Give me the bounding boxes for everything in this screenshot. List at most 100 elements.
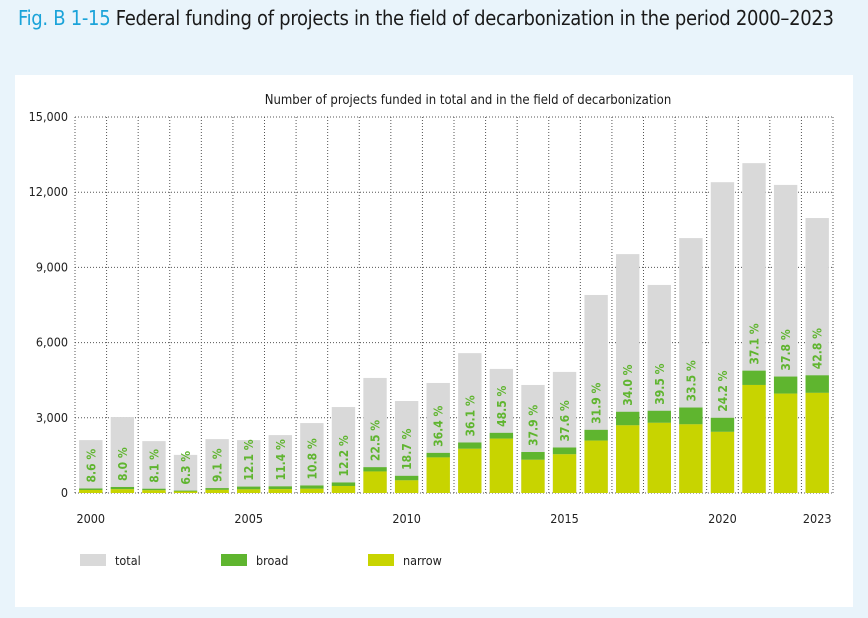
bar-broad — [142, 488, 166, 491]
bar-broad — [805, 375, 829, 393]
bar-broad — [363, 467, 387, 472]
bar-narrow — [79, 489, 103, 493]
y-tick-label: 6,000 — [36, 335, 68, 350]
bar-narrow — [268, 489, 292, 493]
legend: total broad narrow — [80, 553, 442, 568]
bar-broad — [552, 447, 577, 455]
data-label: 18.7 % — [400, 428, 414, 469]
bar-broad — [205, 488, 229, 490]
bar-broad — [458, 442, 482, 449]
bar-narrow — [584, 440, 608, 493]
y-axis-ticks: 0 3,000 6,000 9,000 12,000 15,000 — [29, 109, 68, 500]
bar-broad — [300, 485, 324, 489]
data-label: 9.1 % — [211, 448, 225, 482]
gridlines — [74, 116, 834, 494]
data-label: 48.5 % — [495, 385, 509, 426]
data-label: 37.9 % — [526, 405, 540, 446]
legend-swatch-broad — [221, 554, 247, 566]
y-tick-label: 0 — [61, 485, 68, 500]
bar-total — [268, 435, 292, 493]
bar-narrow — [300, 488, 324, 493]
bar-narrow — [363, 471, 387, 493]
chart-panel: Number of projects funded in total and i… — [15, 75, 853, 607]
legend-label-broad: broad — [256, 553, 288, 568]
bar-broad — [394, 475, 419, 481]
bar-narrow — [426, 457, 450, 493]
data-label: 22.5 % — [369, 420, 383, 461]
data-label: 24.2 % — [716, 370, 730, 411]
bar-total — [363, 377, 387, 493]
bar-broad — [679, 407, 703, 425]
bar-narrow — [458, 448, 482, 493]
bar-narrow — [773, 393, 798, 493]
bar-narrow — [205, 489, 229, 493]
bar-broad — [489, 432, 514, 439]
data-label: 36.1 % — [463, 395, 477, 436]
data-label: 8.6 % — [84, 449, 98, 483]
bar-narrow — [616, 425, 640, 493]
data-label: 33.5 % — [684, 360, 698, 401]
bar-broad — [773, 376, 798, 394]
bar-narrow — [552, 454, 577, 493]
chart-title: Number of projects funded in total and i… — [265, 93, 672, 108]
bar-total — [173, 454, 198, 493]
bars — [79, 163, 829, 493]
bar-broad — [710, 417, 735, 432]
bar-narrow — [110, 489, 135, 493]
bar-total — [300, 423, 324, 493]
legend-label-total: total — [115, 553, 141, 568]
data-label: 42.8 % — [811, 328, 825, 369]
bar-total — [710, 182, 735, 493]
data-label: 6.3 % — [179, 451, 193, 485]
x-axis-ticks: 2000 2005 2010 2015 2020 2023 — [76, 511, 831, 526]
bar-total — [237, 440, 261, 493]
bar-narrow — [331, 485, 356, 493]
bar-broad — [647, 410, 671, 423]
data-label: 34.0 % — [621, 364, 635, 405]
data-label: 10.8 % — [305, 438, 319, 479]
bar-broad — [616, 411, 640, 426]
x-tick-label: 2010 — [392, 511, 421, 526]
bar-broad — [331, 482, 356, 486]
bar-narrow — [394, 480, 419, 493]
legend-swatch-total — [80, 554, 106, 566]
data-label: 37.1 % — [748, 323, 762, 364]
bar-broad — [521, 452, 545, 460]
bar-broad — [79, 488, 103, 490]
y-tick-label: 9,000 — [36, 259, 68, 274]
data-labels: 8.6 % 8.0 % 8.1 % 6.3 % 9.1 % 12.1 % 11.4 % 10.… — [84, 323, 824, 484]
bar-total — [394, 401, 419, 493]
x-tick-label: 2005 — [234, 511, 263, 526]
figure-label: Fig. B 1-15 — [18, 6, 111, 30]
figure-title-text: Federal funding of projects in the field… — [115, 6, 834, 30]
bar-total — [142, 441, 166, 493]
bar-total — [79, 440, 103, 493]
y-tick-label: 3,000 — [36, 410, 68, 425]
bar-broad — [584, 429, 608, 441]
bar-total — [331, 407, 356, 493]
bar-narrow — [237, 489, 261, 493]
bar-total — [110, 417, 135, 493]
legend-swatch-narrow — [368, 554, 394, 566]
x-tick-label: 2023 — [803, 511, 832, 526]
data-label: 8.0 % — [116, 447, 130, 481]
data-label: 37.6 % — [558, 400, 572, 441]
bar-broad — [237, 486, 261, 490]
data-label: 12.1 % — [242, 439, 256, 480]
x-tick-label: 2000 — [76, 511, 105, 526]
bar-chart: Number of projects funded in total and i… — [29, 93, 834, 568]
bar-broad — [173, 490, 198, 492]
y-tick-label: 12,000 — [29, 184, 68, 199]
y-tick-label: 15,000 — [29, 109, 68, 124]
x-tick-label: 2015 — [550, 511, 579, 526]
bar-broad — [426, 452, 450, 458]
data-label: 11.4 % — [274, 439, 288, 480]
bar-narrow — [805, 392, 829, 493]
bar-narrow — [521, 459, 545, 493]
bar-narrow — [710, 431, 735, 493]
bar-narrow — [173, 491, 198, 493]
data-label: 39.5 % — [653, 363, 667, 404]
data-label: 37.8 % — [779, 329, 793, 370]
bar-broad — [110, 486, 135, 490]
bar-broad — [268, 486, 292, 490]
